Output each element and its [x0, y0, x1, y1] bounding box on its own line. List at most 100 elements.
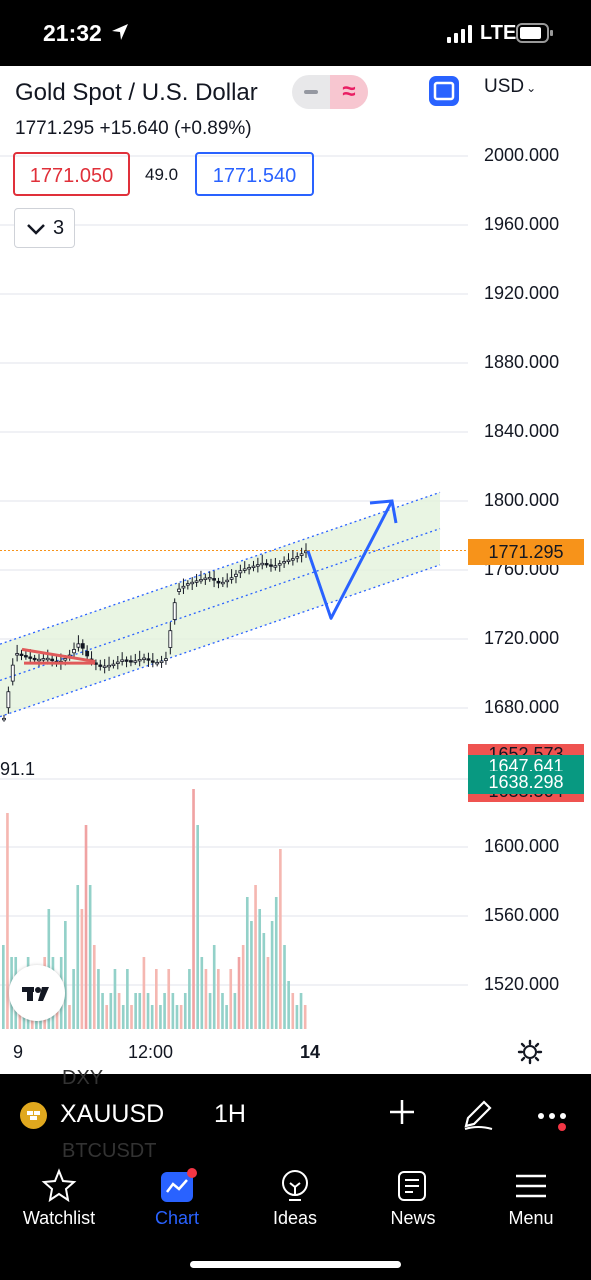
- lightbulb-icon: [282, 1170, 308, 1201]
- more-dots-icon[interactable]: [537, 1108, 571, 1132]
- candle-body: [177, 588, 181, 592]
- candle-body: [216, 580, 221, 584]
- volume-bar: [287, 981, 290, 1029]
- add-plus-icon[interactable]: [386, 1096, 418, 1128]
- candle-body: [194, 580, 199, 583]
- volume-bar: [130, 1005, 133, 1029]
- volume-bar: [212, 945, 216, 1029]
- candle-body: [10, 664, 15, 682]
- nav-ideas[interactable]: Ideas: [236, 1158, 354, 1248]
- volume-bar: [250, 921, 253, 1029]
- volume-bar: [92, 945, 96, 1029]
- candle-body: [181, 585, 186, 589]
- candle-body: [269, 564, 273, 567]
- interval-button[interactable]: 1H: [214, 1100, 246, 1128]
- volume-bar: [229, 969, 233, 1029]
- volume-bar: [126, 969, 129, 1029]
- candle-body: [172, 602, 177, 620]
- volume-bar: [88, 885, 92, 1029]
- candle-body: [242, 568, 247, 571]
- nav-label-menu: Menu: [508, 1208, 554, 1228]
- volume-indicator-value: 91.1: [0, 759, 36, 779]
- volume-bar: [274, 897, 278, 1029]
- candle-body: [190, 581, 195, 585]
- volume-bar: [245, 897, 249, 1029]
- hamburger-menu-icon: [516, 1174, 546, 1198]
- y-tick-label: 1920.000: [484, 283, 560, 303]
- volume-bar: [225, 1005, 228, 1029]
- candle-body: [234, 573, 238, 577]
- price-chart[interactable]: [0, 66, 591, 1074]
- candle-body: [28, 656, 33, 659]
- status-time: 21:32: [43, 20, 102, 46]
- volume-bar: [303, 1005, 307, 1029]
- chart-mode-toggle[interactable]: ≈: [292, 75, 368, 109]
- location-arrow-icon: [112, 24, 128, 40]
- projection-arrow: [306, 500, 394, 620]
- volume-bar: [217, 969, 220, 1029]
- nav-label-ideas: Ideas: [272, 1208, 318, 1228]
- volume-bar: [76, 885, 80, 1029]
- volume-bar: [196, 825, 199, 1029]
- volume-bar: [233, 993, 237, 1029]
- bid-price: 1771.050: [29, 165, 114, 187]
- candle-body: [260, 562, 265, 566]
- fullscreen-icon[interactable]: [427, 74, 461, 108]
- volume-bar: [159, 1005, 162, 1029]
- tradingview-logo[interactable]: [9, 965, 65, 1021]
- volume-bar: [204, 969, 208, 1029]
- ghost-symbol-btcusdt: BTCUSDT: [62, 1140, 157, 1162]
- symbol-search-button[interactable]: XAUUSD: [60, 1100, 165, 1128]
- volume-bar: [155, 969, 158, 1029]
- candle-body: [155, 662, 160, 665]
- sell-price-button[interactable]: 1771.050: [13, 152, 130, 196]
- nav-chart[interactable]: Chart: [118, 1158, 236, 1248]
- nav-label-news: News: [390, 1208, 436, 1228]
- candle-body: [19, 653, 24, 657]
- candle-body: [168, 630, 173, 648]
- settings-gear-icon[interactable]: [517, 1039, 543, 1065]
- volume-bar: [299, 993, 303, 1029]
- drawing-pen-icon[interactable]: [460, 1096, 496, 1132]
- volume-bar: [117, 993, 121, 1029]
- nav-news[interactable]: News: [354, 1158, 472, 1248]
- candle-body: [111, 663, 116, 667]
- indicators-toggle-button[interactable]: 3: [14, 208, 75, 248]
- candle-body: [41, 658, 46, 661]
- tradingview-logo-icon: [22, 987, 49, 1001]
- minus-icon[interactable]: [292, 75, 330, 109]
- candle-body: [238, 570, 243, 574]
- volume-bar: [175, 1005, 179, 1029]
- candle-body: [159, 660, 164, 663]
- network-type: LTE: [480, 22, 517, 44]
- x-tick-3: 14: [300, 1042, 321, 1062]
- volume-bar: [68, 1005, 71, 1029]
- candle-body: [23, 655, 28, 658]
- spread-value: 49.0: [145, 165, 179, 184]
- candle-body: [164, 658, 168, 661]
- symbol-title[interactable]: Gold Spot / U.S. Dollar: [15, 79, 258, 106]
- volume-bar: [258, 909, 262, 1029]
- wave-icon[interactable]: ≈: [330, 75, 368, 109]
- nav-menu[interactable]: Menu: [472, 1158, 590, 1248]
- candle-body: [286, 559, 291, 562]
- home-indicator: [190, 1261, 401, 1268]
- volume-bar: [84, 825, 88, 1029]
- volume-bar: [254, 885, 257, 1029]
- chart-area[interactable]: Gold Spot / U.S. Dollar 1771.295 +15.640…: [0, 66, 591, 1074]
- volume-bar: [262, 933, 266, 1029]
- currency-selector[interactable]: USD ⌄: [484, 76, 536, 98]
- nav-watchlist[interactable]: Watchlist: [0, 1158, 118, 1248]
- candle-body: [6, 691, 11, 709]
- candle-body: [76, 643, 81, 648]
- candle-body: [37, 658, 41, 662]
- candle-body: [229, 577, 234, 580]
- candle-body: [133, 660, 138, 663]
- volume-bar: [270, 921, 274, 1029]
- candle-body: [203, 577, 208, 580]
- nav-label-chart: Chart: [154, 1208, 199, 1228]
- buy-price-button[interactable]: 1771.540: [195, 152, 314, 196]
- bottom-navigation: Watchlist Chart Ideas News Menu: [0, 1158, 591, 1280]
- y-tick-label: 1960.000: [484, 214, 560, 234]
- candle-body: [115, 661, 120, 664]
